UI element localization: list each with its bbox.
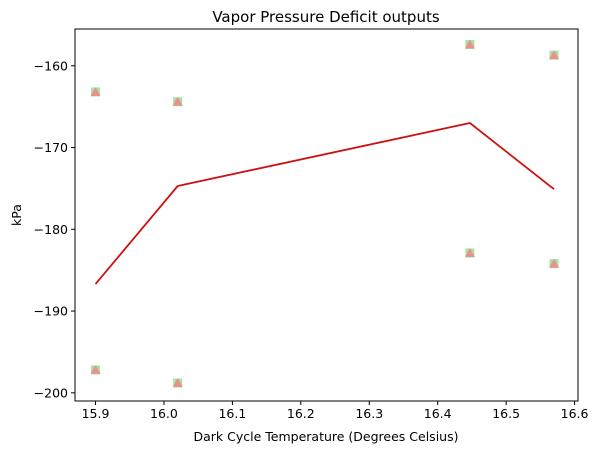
x-tick-label: 16.4 [424, 406, 452, 421]
x-axis-label: Dark Cycle Temperature (Degrees Celsius) [194, 429, 459, 444]
plot-frame [74, 28, 579, 402]
y-tick-label: −170 [34, 140, 68, 155]
y-tick-label: −200 [34, 385, 68, 400]
y-axis: −200 −190 −180 −170 −160 [34, 58, 75, 400]
y-tick-label: −190 [34, 304, 68, 319]
scatter-point-triangle [549, 258, 560, 268]
x-tick-label: 16.3 [355, 406, 383, 421]
x-tick-label: 16.1 [218, 406, 246, 421]
scatter-point-triangle [464, 248, 475, 258]
scatter-point-triangle [172, 378, 183, 388]
series-line [94, 122, 555, 285]
x-tick-label: 16.5 [492, 406, 520, 421]
x-axis: 15.9 16.0 16.1 16.2 16.3 16.4 16.5 16.6 [82, 401, 589, 421]
plot-area [90, 39, 560, 388]
scatter-point-triangle [464, 39, 475, 49]
scatter-point-triangle [172, 96, 183, 106]
y-tick-label: −160 [34, 58, 68, 73]
scatter-point-triangle [90, 364, 101, 374]
x-tick-label: 16.2 [287, 406, 315, 421]
scatter-point-triangle [90, 86, 101, 96]
y-tick-label: −180 [34, 222, 68, 237]
chart-title: Vapor Pressure Deficit outputs [212, 8, 440, 26]
x-tick-label: 15.9 [82, 406, 110, 421]
scatter-point-triangle [549, 50, 560, 60]
x-tick-label: 16.0 [150, 406, 178, 421]
x-tick-label: 16.6 [561, 406, 589, 421]
y-axis-label: kPa [9, 204, 24, 226]
